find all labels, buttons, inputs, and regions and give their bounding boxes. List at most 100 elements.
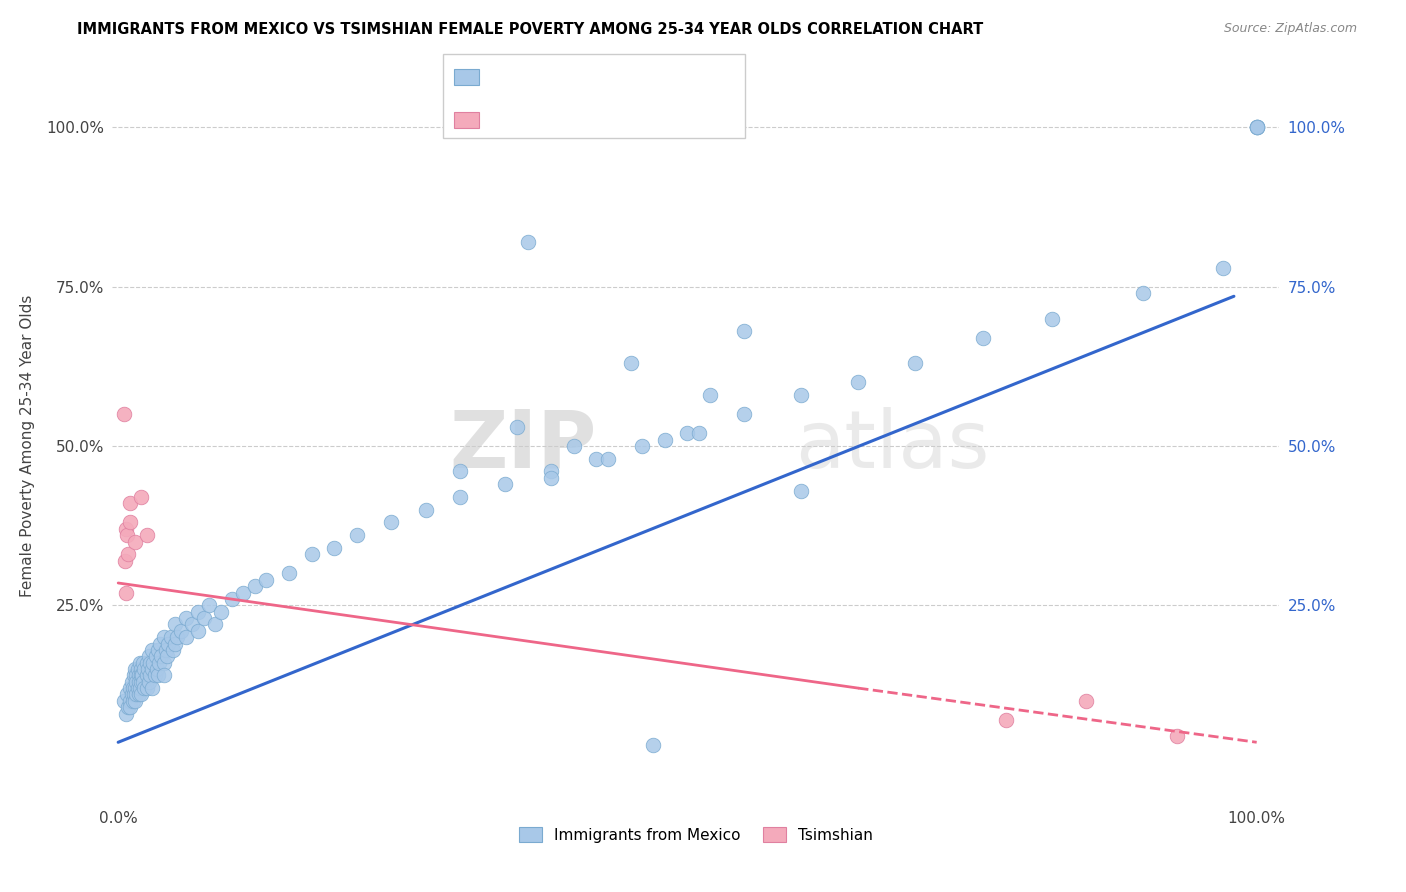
- Point: [204, 617, 226, 632]
- Point: [139, 656, 162, 670]
- Text: 14: 14: [650, 112, 669, 128]
- Point: [128, 668, 150, 682]
- Point: [121, 688, 143, 702]
- Text: Source: ZipAtlas.com: Source: ZipAtlas.com: [1223, 22, 1357, 36]
- Point: [1212, 260, 1234, 275]
- Point: [198, 599, 221, 613]
- Point: [145, 649, 167, 664]
- Text: R =: R =: [491, 112, 524, 128]
- Point: [562, 439, 585, 453]
- Point: [129, 490, 152, 504]
- Point: [117, 700, 139, 714]
- Point: [152, 656, 174, 670]
- Text: R =: R =: [491, 70, 524, 85]
- Point: [688, 426, 710, 441]
- Point: [972, 331, 994, 345]
- Point: [449, 490, 471, 504]
- Point: [128, 681, 150, 695]
- Point: [135, 668, 157, 682]
- Point: [125, 668, 148, 682]
- Point: [122, 681, 145, 695]
- Point: [733, 324, 755, 338]
- Point: [790, 388, 813, 402]
- Point: [243, 579, 266, 593]
- Point: [540, 465, 562, 479]
- Point: [139, 668, 162, 682]
- Point: [165, 617, 187, 632]
- Point: [676, 426, 699, 441]
- Point: [122, 694, 145, 708]
- Point: [152, 630, 174, 644]
- Point: [209, 605, 232, 619]
- Point: [129, 668, 152, 682]
- Point: [115, 585, 138, 599]
- Point: [494, 477, 516, 491]
- Point: [150, 649, 173, 664]
- Point: [146, 643, 169, 657]
- Point: [146, 662, 169, 676]
- Point: [699, 388, 721, 402]
- Point: [117, 547, 139, 561]
- Point: [157, 636, 180, 650]
- Point: [125, 688, 148, 702]
- Point: [143, 668, 166, 682]
- Point: [904, 356, 927, 370]
- Text: IMMIGRANTS FROM MEXICO VS TSIMSHIAN FEMALE POVERTY AMONG 25-34 YEAR OLDS CORRELA: IMMIGRANTS FROM MEXICO VS TSIMSHIAN FEMA…: [77, 22, 984, 37]
- Point: [159, 630, 181, 644]
- Point: [118, 496, 141, 510]
- Point: [790, 483, 813, 498]
- Point: [176, 611, 198, 625]
- Point: [152, 668, 174, 682]
- Point: [128, 656, 150, 670]
- Text: N =: N =: [606, 112, 640, 128]
- Point: [142, 656, 165, 670]
- Point: [128, 674, 150, 689]
- Point: [187, 605, 209, 619]
- Point: [112, 694, 135, 708]
- Point: [115, 706, 138, 721]
- Point: [135, 528, 157, 542]
- Point: [124, 662, 146, 676]
- Point: [278, 566, 301, 581]
- Point: [127, 681, 149, 695]
- Point: [125, 674, 148, 689]
- Point: [323, 541, 346, 555]
- Point: [505, 420, 527, 434]
- Point: [128, 688, 150, 702]
- Point: [117, 688, 139, 702]
- Point: [141, 681, 163, 695]
- Point: [540, 471, 562, 485]
- Point: [517, 235, 540, 249]
- Point: [118, 681, 141, 695]
- Point: [149, 636, 172, 650]
- Text: 117: 117: [650, 70, 679, 85]
- Point: [301, 547, 323, 561]
- Point: [232, 585, 254, 599]
- Point: [170, 624, 193, 638]
- Point: [1166, 729, 1188, 743]
- Point: [122, 668, 145, 682]
- Point: [162, 643, 184, 657]
- Point: [1074, 694, 1097, 708]
- Point: [380, 516, 402, 530]
- Point: [1246, 120, 1268, 135]
- Point: [1246, 120, 1268, 135]
- Point: [138, 649, 160, 664]
- Point: [129, 688, 152, 702]
- Point: [112, 407, 135, 421]
- Point: [1246, 120, 1268, 135]
- Point: [141, 662, 163, 676]
- Text: -0.401: -0.401: [538, 112, 588, 128]
- Point: [114, 554, 136, 568]
- Point: [134, 681, 156, 695]
- Point: [176, 630, 198, 644]
- Point: [141, 643, 163, 657]
- Point: [124, 681, 146, 695]
- Point: [135, 656, 157, 670]
- Text: ZIP: ZIP: [450, 407, 596, 485]
- Point: [1246, 120, 1268, 135]
- Point: [124, 534, 146, 549]
- Point: [121, 674, 143, 689]
- Point: [115, 522, 138, 536]
- Point: [155, 643, 177, 657]
